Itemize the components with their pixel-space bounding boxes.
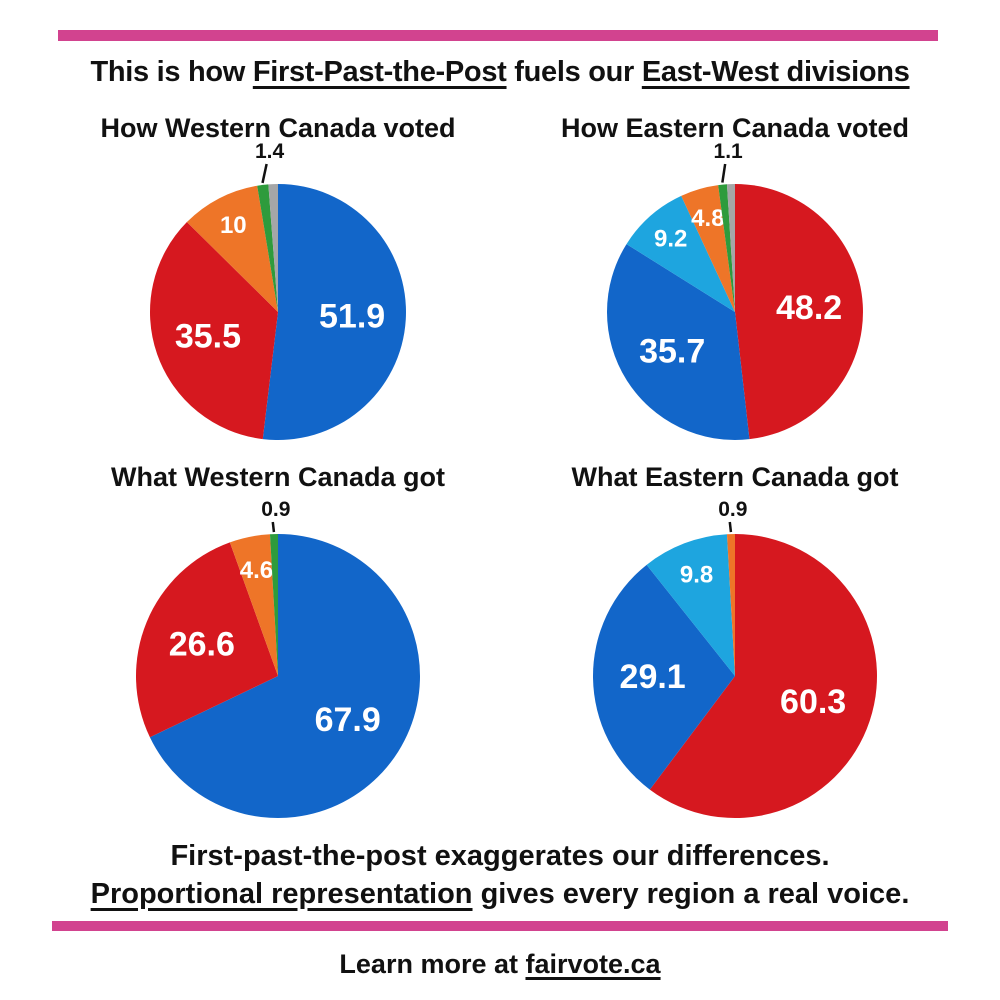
chart-title: What Eastern Canada got (571, 462, 899, 492)
callout-line (728, 521, 733, 533)
pie-slice (186, 185, 278, 312)
pie-slice (262, 184, 406, 440)
pie-slice (268, 183, 278, 312)
slice-label: 9.8 (680, 562, 713, 589)
slice-label: 4.8 (691, 205, 724, 232)
pie-slice (649, 534, 877, 818)
callout-line (271, 521, 276, 533)
callout-line (721, 163, 727, 183)
chart-section-what-western-got: What Western Canada got 67.9 26.6 4.6 0.9 (48, 461, 508, 818)
pie-chart-how-western-voted: 51.9 35.5 10 1.4 (149, 140, 406, 440)
slice-label: 48.2 (776, 289, 842, 327)
title-part: This is how (90, 56, 253, 88)
footer-line-1: First-past-the-post exaggerates our diff… (170, 840, 830, 872)
bottom-accent-bar (52, 921, 948, 931)
slice-label: 4.6 (240, 557, 273, 584)
slice-label: 9.2 (654, 226, 687, 253)
slice-label: 51.9 (319, 297, 385, 335)
footer-part-underlined: Proportional representation (90, 878, 473, 910)
callout-label: 0.9 (261, 498, 290, 521)
slice-label: 60.3 (780, 683, 846, 721)
title-part: fuels our (506, 56, 642, 88)
pie-chart-what-western-got: 67.9 26.6 4.6 0.9 (135, 498, 421, 818)
slice-label: 35.5 (175, 317, 241, 355)
chart-section-how-western-voted: How Western Canada voted 51.9 35.5 10 1.4 (48, 112, 508, 464)
footer-line-2: Proportional representation gives every … (0, 876, 1000, 912)
learn-more-text: Learn more at fairvote.ca (0, 948, 1000, 980)
slice-label: 67.9 (315, 701, 381, 739)
pie-chart-how-eastern-voted: 48.2 35.7 9.24.8 1.1 (607, 140, 863, 440)
chart-section-what-eastern-got: What Eastern Canada got 60.3 29.1 9.8 0.9 (505, 461, 965, 818)
learn-more-part: Learn more at (339, 949, 526, 979)
pie-slice (718, 184, 735, 312)
pie-slice (607, 244, 750, 440)
chart-title: What Western Canada got (110, 462, 446, 492)
slice-label: 29.1 (620, 658, 686, 696)
pie-slice (229, 534, 278, 676)
pie-slice (681, 185, 735, 312)
pie-slice (592, 564, 735, 790)
pie-slice (626, 195, 735, 312)
pie-slice (735, 184, 863, 440)
callout-label: 0.9 (718, 498, 747, 521)
title-part-underlined: East-West divisions (641, 56, 910, 88)
top-accent-bar (58, 30, 938, 41)
pie-slice (646, 534, 735, 676)
slice-label: 10 (220, 212, 247, 239)
page-title: This is how First-Past-the-Post fuels ou… (0, 54, 1000, 90)
pie-slice (726, 184, 735, 312)
chart-section-how-eastern-voted: How Eastern Canada voted 48.2 35.7 9.2 4.8 1… (505, 112, 965, 464)
pie-slice (269, 534, 278, 676)
fairvote-link[interactable]: fairvote.ca (525, 949, 661, 979)
pie-slice (726, 534, 735, 676)
pie-chart-what-eastern-got: 60.3 29.1 9.8 0.9 (592, 498, 877, 818)
callout-label: 1.4 (255, 140, 285, 163)
pie-slice (135, 542, 278, 738)
chart-title: How Western Canada voted (100, 113, 456, 143)
callout-label: 1.1 (714, 140, 744, 163)
pie-slice (149, 222, 278, 440)
callout-line (261, 163, 268, 184)
title-part-underlined: First-Past-the-Post (252, 56, 507, 88)
chart-title: How Eastern Canada voted (560, 113, 910, 143)
slice-label: 26.6 (169, 626, 235, 664)
slice-label: 35.7 (639, 333, 705, 371)
pie-slice (149, 534, 421, 818)
pie-slice (257, 184, 278, 312)
footer-part: gives every region a real voice. (472, 878, 910, 910)
